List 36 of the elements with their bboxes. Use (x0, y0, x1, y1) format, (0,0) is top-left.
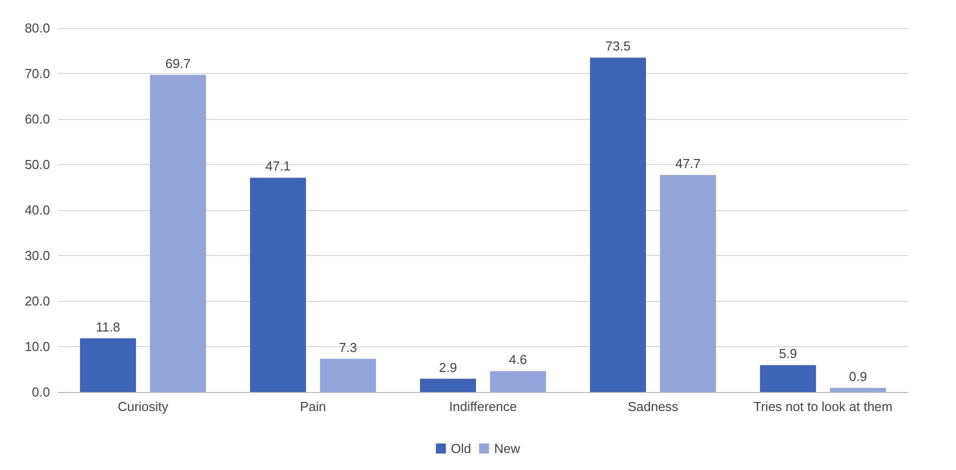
x-tick-label: Pain (300, 399, 326, 414)
legend-label: Old (450, 441, 472, 456)
y-tick-label: 80.0 (24, 20, 50, 36)
y-tick-label: 70.0 (24, 66, 50, 81)
x-tick-label: Curiosity (118, 399, 169, 414)
legend-label: New (494, 441, 521, 456)
data-label: 7.3 (338, 340, 358, 355)
bar (830, 388, 886, 392)
x-tick-label: Indifference (449, 399, 517, 414)
x-tick-label: Sadness (628, 399, 679, 414)
bar (420, 378, 476, 392)
data-label: 4.6 (508, 352, 528, 368)
y-tick-label: 30.0 (24, 248, 50, 263)
data-label: 73.5 (605, 38, 631, 54)
bar (80, 338, 136, 392)
y-tick-label: 60.0 (24, 112, 50, 126)
y-tick-label: 50.0 (24, 157, 50, 172)
data-label: 47.7 (675, 156, 701, 171)
bar (250, 178, 306, 392)
bar (490, 371, 546, 392)
data-label: 69.7 (165, 56, 191, 71)
bar (660, 174, 716, 392)
x-tick-label: Tries not to look at them (754, 399, 892, 414)
y-tick-label: 20.0 (24, 294, 50, 308)
bar (150, 74, 206, 392)
bar (760, 365, 816, 392)
data-label: 11.8 (96, 319, 120, 334)
data-label: 0.9 (848, 368, 868, 384)
data-label: 47.1 (265, 158, 291, 174)
bar (320, 358, 376, 392)
data-label: 5.9 (778, 346, 798, 362)
bar (590, 58, 646, 392)
y-tick-label: 10.0 (24, 339, 50, 354)
y-tick-label: 0.0 (32, 384, 50, 400)
data-label: 2.9 (438, 360, 458, 375)
y-tick-label: 40.0 (24, 202, 50, 218)
